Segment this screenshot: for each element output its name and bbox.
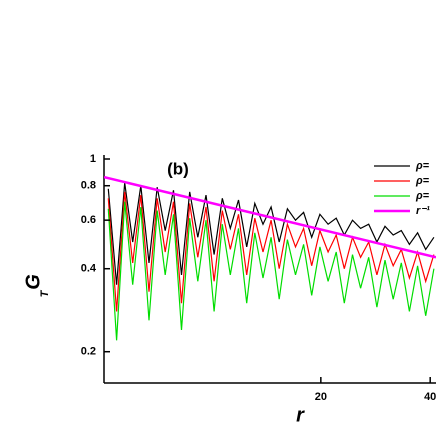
y-axis-label-group: G T [22, 274, 51, 297]
x-tick-label: 40 [424, 391, 436, 403]
y-tick-label: 0.2 [81, 346, 96, 358]
series-line [104, 175, 436, 259]
legend-label: ρ= [415, 190, 430, 202]
y-tick-label: 0.8 [81, 180, 96, 192]
legend-label: r⁻¹ [416, 205, 430, 217]
legend-label: ρ= [415, 175, 430, 187]
series-line [107, 182, 435, 285]
plot-area [104, 175, 436, 341]
y-tick-label: 1 [90, 153, 96, 165]
series-line [107, 191, 435, 312]
y-axis-label-sub: T [39, 289, 51, 297]
series-line [107, 201, 435, 341]
x-axis-label: r [296, 404, 305, 426]
y-tick-label: 0.6 [81, 214, 96, 226]
y-axis-label: G [22, 274, 44, 290]
chart-title: (b) [167, 159, 189, 178]
y-tick-label: 0.4 [81, 263, 97, 275]
x-tick-label: 20 [315, 391, 327, 403]
legend-label: ρ= [415, 160, 430, 172]
